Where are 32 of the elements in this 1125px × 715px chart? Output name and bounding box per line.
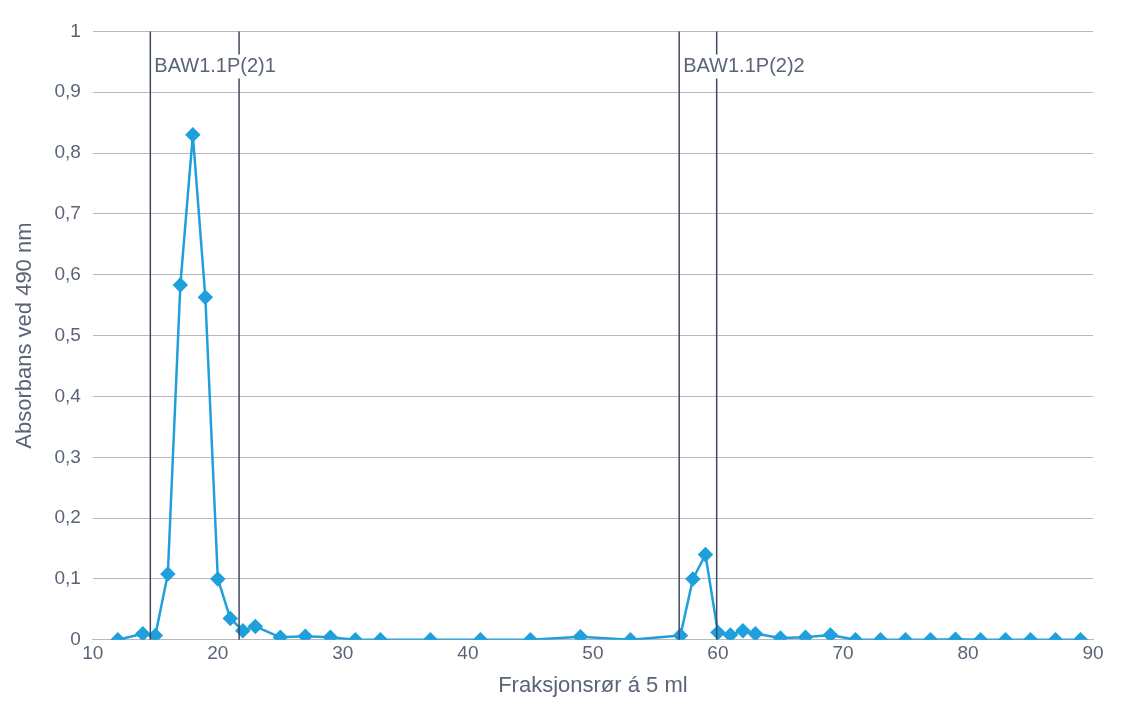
y-tick-label: 0,5 xyxy=(54,323,81,345)
x-tick-label: 10 xyxy=(82,642,104,664)
x-tick-label: 50 xyxy=(582,642,604,664)
point xyxy=(298,628,313,640)
point xyxy=(573,629,588,640)
ref-line-label: BAW1.1P(2)2 xyxy=(683,53,805,76)
y-tick-label: 0,4 xyxy=(54,384,82,406)
y-axis-title: Absorbans ved 490 nm xyxy=(11,222,37,449)
y-tick-label: 0,9 xyxy=(54,80,81,102)
y-tick-label: 0,3 xyxy=(54,445,81,467)
y-tick-label: 0,2 xyxy=(54,506,81,528)
y-tick-label: 0,8 xyxy=(54,141,81,163)
y-tick-label: 1 xyxy=(70,19,81,41)
y-tick-label: 0 xyxy=(70,628,81,650)
point xyxy=(823,627,838,640)
x-axis-title: Fraksjonsrør á 5 ml xyxy=(498,671,688,697)
point xyxy=(148,628,163,640)
x-tick-label: 90 xyxy=(1082,642,1104,664)
x-tick-label: 30 xyxy=(332,642,354,664)
x-tick-label: 60 xyxy=(707,642,729,664)
x-tick-label: 70 xyxy=(832,642,854,664)
y-tick-label: 0,1 xyxy=(54,567,81,589)
point xyxy=(198,290,213,305)
point xyxy=(173,277,188,293)
x-tick-label: 40 xyxy=(457,642,479,664)
y-tick-label: 0,7 xyxy=(54,202,81,224)
point xyxy=(723,627,738,640)
point xyxy=(185,127,201,143)
ref-line-label: BAW1.1P(2)1 xyxy=(154,53,276,76)
y-tick-label: 0,6 xyxy=(54,262,81,284)
x-tick-label: 80 xyxy=(957,642,979,664)
x-tick-label: 20 xyxy=(207,642,229,664)
